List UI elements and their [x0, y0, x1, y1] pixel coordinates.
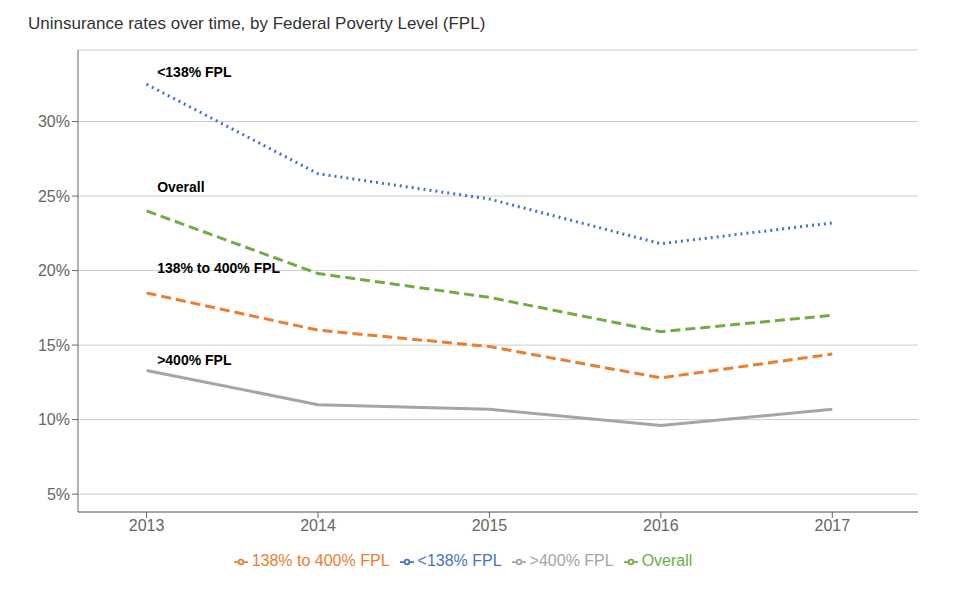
svg-text:2016: 2016: [643, 517, 679, 534]
html-text:138% to 400% FPL: 138% to 400% FPL: [251, 552, 390, 569]
svg-text:5%: 5%: [47, 486, 70, 503]
svg-text:2015: 2015: [472, 517, 508, 534]
svg-text:20%: 20%: [38, 262, 70, 279]
html-text:<138% FPL: <138% FPL: [417, 552, 502, 569]
svg-text:2013: 2013: [129, 517, 165, 534]
svg-text:Overall: Overall: [157, 179, 204, 195]
svg-text:15%: 15%: [38, 337, 70, 354]
html-text:Uninsurance rates over time, b: Uninsurance rates over time, by Federal …: [28, 14, 486, 33]
html-text:>400% FPL: >400% FPL: [529, 552, 614, 569]
svg-text:30%: 30%: [38, 113, 70, 130]
svg-text:138% to 400% FPL: 138% to 400% FPL: [157, 260, 280, 276]
svg-text:<138% FPL: <138% FPL: [157, 64, 232, 80]
svg-text:25%: 25%: [38, 188, 70, 205]
html-text:Overall: Overall: [641, 552, 693, 569]
svg-text:10%: 10%: [38, 411, 70, 428]
svg-text:>400% FPL: >400% FPL: [157, 352, 232, 368]
svg-text:2014: 2014: [300, 517, 336, 534]
svg-text:2017: 2017: [814, 517, 850, 534]
